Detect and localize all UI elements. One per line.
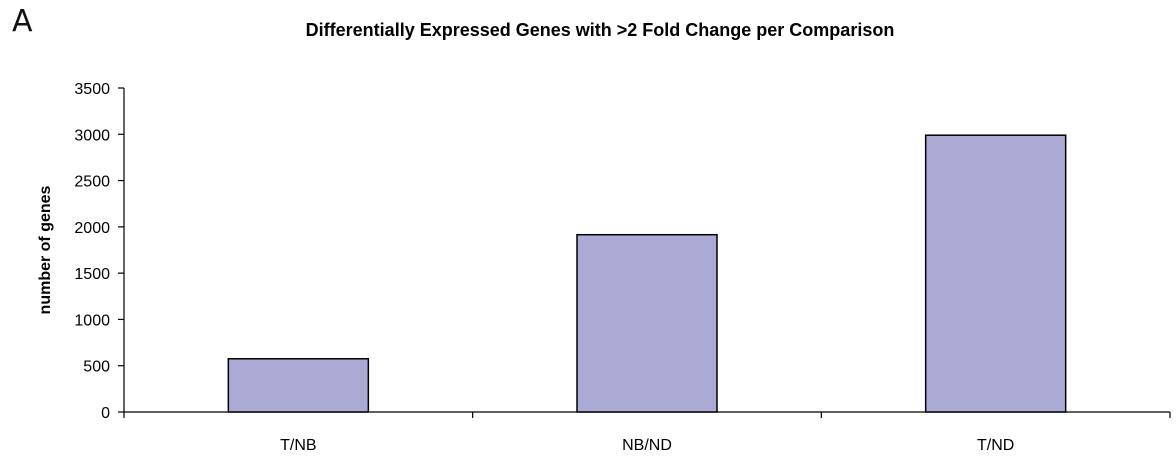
x-tick-label: T/ND	[977, 437, 1014, 454]
bar-t-nb	[227, 358, 370, 413]
y-tick-label: 2500	[74, 174, 110, 191]
chart-title: Differentially Expressed Genes with >2 F…	[305, 20, 895, 40]
y-tick-label: 1500	[74, 266, 110, 283]
x-tick-label: T/NB	[280, 437, 316, 454]
panel-label: A	[12, 4, 33, 39]
x-tick-label: NB/ND	[622, 437, 672, 454]
y-tick-label: 2000	[74, 220, 110, 237]
y-tick-label: 0	[101, 405, 110, 422]
y-tick-label: 500	[83, 359, 110, 376]
y-tick-label: 1000	[74, 312, 110, 329]
y-axis-label: number of genes	[37, 185, 54, 314]
y-tick-label: 3500	[74, 81, 110, 98]
bar-t-nd	[924, 134, 1067, 413]
bar-nb-nd	[576, 233, 718, 413]
y-tick-label: 3000	[74, 127, 110, 144]
